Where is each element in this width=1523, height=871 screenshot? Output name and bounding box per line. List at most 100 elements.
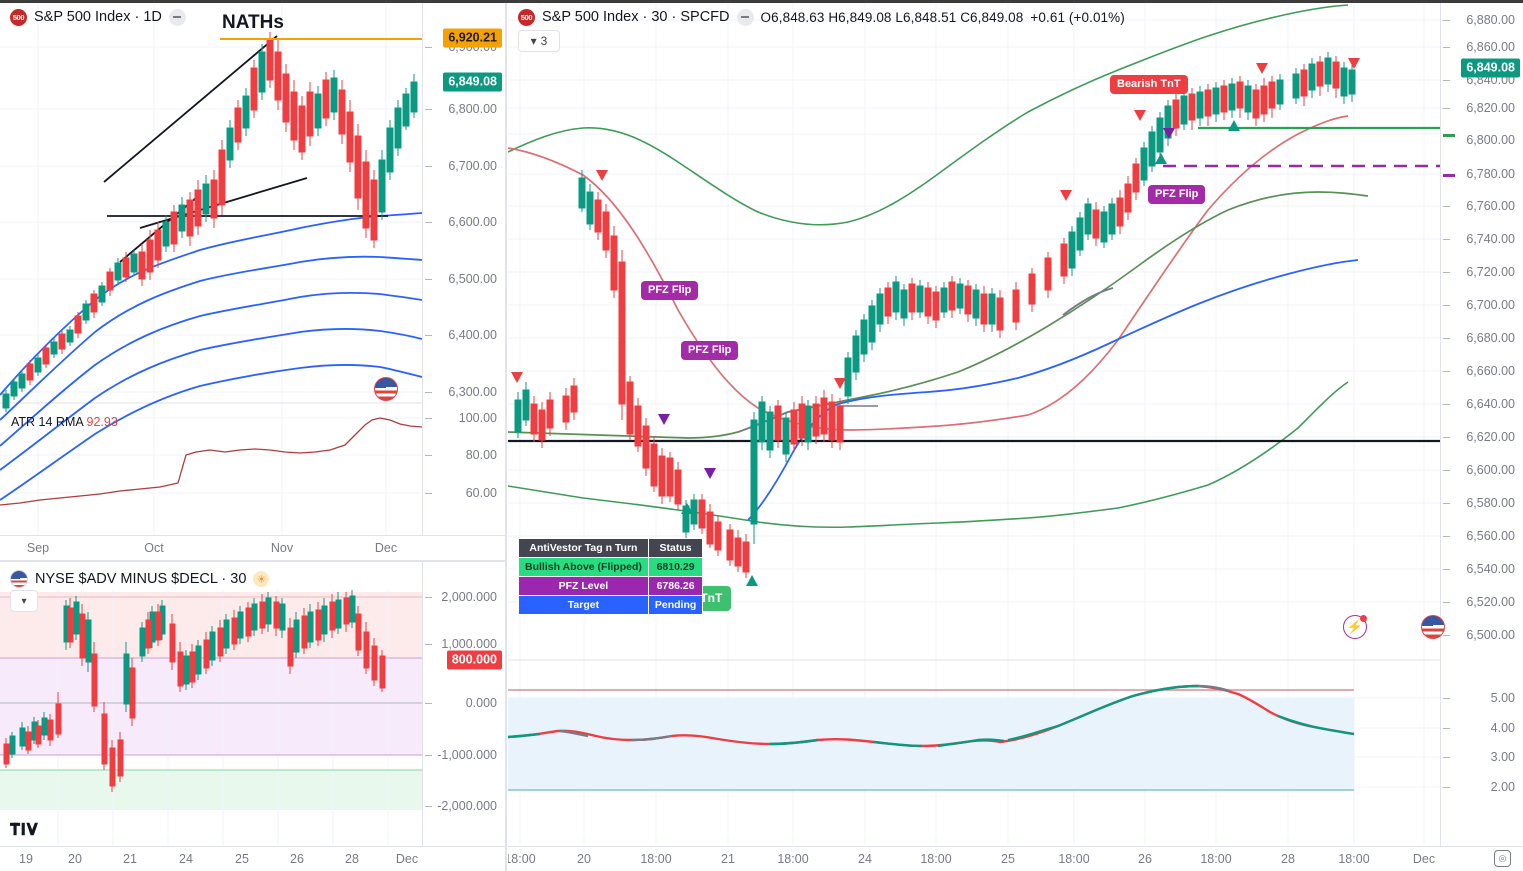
right-last-price-tag[interactable]: 6,849.08 bbox=[1461, 58, 1520, 78]
x-tick: 25 bbox=[235, 852, 249, 866]
y-tick-sub: 80.00 bbox=[465, 448, 497, 462]
left-price-axis[interactable]: 6,900.00 6,800.00 6,700.00 6,600.00 6,50… bbox=[422, 0, 505, 560]
y-tick: 6,580.00 bbox=[1466, 496, 1515, 510]
x-tick: 26 bbox=[290, 852, 304, 866]
alerts-icon[interactable]: ⚡ bbox=[1343, 615, 1367, 639]
nath-level-tag[interactable]: 6,920.21 bbox=[443, 28, 502, 48]
y-tick: 6,600.00 bbox=[1466, 463, 1515, 477]
right-chart-title[interactable]: S&P 500 Index · 30 · SPCFD bbox=[542, 9, 730, 25]
breadth-chart-header[interactable]: NYSE $ADV MINUS $DECL · 30 ☀ bbox=[0, 566, 270, 592]
y-tick: 6,800.00 bbox=[448, 102, 497, 116]
status-table-title: AntiVestor Tag n Turn bbox=[518, 538, 649, 558]
breadth-interval-chevron[interactable]: ▾ bbox=[10, 590, 38, 612]
right-interval-selector[interactable]: ▾ 3 bbox=[518, 30, 560, 52]
y-tick: 6,620.00 bbox=[1466, 430, 1515, 444]
go-to-realtime-icon[interactable]: ◎ bbox=[1494, 850, 1511, 867]
row-label-target: Target bbox=[518, 595, 649, 615]
x-tick: 18:00 bbox=[640, 852, 672, 866]
left-time-axis[interactable]: Sep Oct Nov Dec bbox=[0, 535, 505, 560]
y-tick: 6,660.00 bbox=[1466, 364, 1515, 378]
left-chart-title[interactable]: S&P 500 Index · 1D bbox=[34, 9, 162, 25]
tradingview-logo[interactable] bbox=[10, 819, 38, 839]
y-tick: 6,880.00 bbox=[1466, 13, 1515, 27]
badge-pfz-flip-3[interactable]: PFZ Flip bbox=[1148, 185, 1206, 204]
x-tick: 28 bbox=[345, 852, 359, 866]
x-tick: 20 bbox=[68, 852, 82, 866]
x-tick: 18:00 bbox=[508, 852, 536, 866]
sp500-logo-icon: 500 bbox=[518, 8, 535, 26]
price-change: +0.61 (+0.01%) bbox=[1030, 9, 1125, 25]
collapse-icon[interactable] bbox=[736, 8, 754, 26]
y-tick-sub: 100.00 bbox=[458, 411, 497, 425]
x-tick: 21 bbox=[721, 852, 735, 866]
middle-zone-band bbox=[0, 658, 422, 755]
right-chart-header[interactable]: 500 S&P 500 Index · 30 · SPCFD O6,848.63… bbox=[508, 4, 1125, 30]
interval-value: 3 bbox=[540, 34, 548, 48]
x-tick: 21 bbox=[123, 852, 137, 866]
us-flag-icon[interactable] bbox=[1421, 615, 1445, 639]
x-tick: Dec bbox=[1412, 852, 1436, 866]
breadth-time-axis[interactable]: 19 20 21 24 25 26 28 Dec bbox=[0, 846, 505, 871]
y-tick: 6,680.00 bbox=[1466, 331, 1515, 345]
y-tick: 6,540.00 bbox=[1466, 562, 1515, 576]
y-tick: 6,400.00 bbox=[448, 328, 497, 342]
left-chart-header[interactable]: 500 S&P 500 Index · 1D bbox=[0, 4, 186, 30]
y-tick: 6,500.00 bbox=[448, 272, 497, 286]
x-tick: 18:00 bbox=[777, 852, 809, 866]
y-tick: 6,600.00 bbox=[448, 215, 497, 229]
table-row: PFZ Level 6786.26 bbox=[518, 576, 704, 596]
row-value-target: Pending bbox=[647, 595, 704, 615]
y-tick: 6,760.00 bbox=[1466, 199, 1515, 213]
badge-bearish-tnt[interactable]: Bearish TnT bbox=[1110, 75, 1188, 94]
y-tick: -2,000.000 bbox=[437, 799, 497, 813]
sun-icon: ☀ bbox=[253, 571, 270, 587]
vertical-splitter[interactable] bbox=[505, 0, 507, 871]
y-tick: 6,740.00 bbox=[1466, 232, 1515, 246]
x-tick: 26 bbox=[1138, 852, 1152, 866]
breadth-value-axis[interactable]: 2,000.000 1,000.000 0.000 -1,000.000 -2,… bbox=[422, 562, 505, 871]
y-tick: 6,300.00 bbox=[448, 385, 497, 399]
left-horizontal-splitter[interactable] bbox=[0, 560, 505, 562]
x-tick: 18:00 bbox=[1058, 852, 1090, 866]
y-tick: -1,000.000 bbox=[437, 748, 497, 762]
table-row: Target Pending bbox=[518, 595, 704, 615]
right-time-axis[interactable]: 18:00 20 18:00 21 18:00 24 18:00 25 18:0… bbox=[508, 846, 1523, 871]
table-header-row: AntiVestor Tag n Turn Status bbox=[518, 538, 704, 558]
row-label-bullish-above: Bullish Above (Flipped) bbox=[518, 557, 649, 577]
breadth-last-value-tag[interactable]: 800.000 bbox=[446, 650, 502, 670]
last-price-tag[interactable]: 6,849.08 bbox=[443, 72, 502, 92]
x-tick: 20 bbox=[577, 852, 591, 866]
ohlc-values: O6,848.63 H6,849.08 L6,848.51 C6,849.08 bbox=[760, 9, 1024, 25]
y-tick: 6,720.00 bbox=[1466, 265, 1515, 279]
antivestor-status-table[interactable]: AntiVestor Tag n Turn Status Bullish Abo… bbox=[518, 538, 704, 615]
lower-zone-band bbox=[0, 770, 422, 810]
badge-pfz-flip-2[interactable]: PFZ Flip bbox=[681, 341, 739, 360]
y-tick-sub: 2.00 bbox=[1490, 780, 1515, 794]
right-price-axis[interactable]: 6,880.00 6,860.00 6,840.00 6,820.00 6,80… bbox=[1440, 0, 1523, 871]
table-row: Bullish Above (Flipped) 6810.29 bbox=[518, 557, 704, 577]
chevron-down-icon: ▾ bbox=[21, 595, 27, 607]
y-tick: 6,860.00 bbox=[1466, 40, 1515, 54]
x-tick: Nov bbox=[270, 541, 294, 555]
row-value-pfz-level: 6786.26 bbox=[647, 576, 704, 596]
row-value-bullish-above: 6810.29 bbox=[647, 557, 704, 577]
x-tick: Dec bbox=[374, 541, 398, 555]
atr-indicator-legend[interactable]: ATR 14 RMA 92.93 bbox=[11, 415, 118, 429]
atr-value: 92.93 bbox=[86, 415, 118, 429]
badge-pfz-flip-1[interactable]: PFZ Flip bbox=[641, 281, 699, 300]
y-tick: 6,640.00 bbox=[1466, 397, 1515, 411]
y-tick: 6,500.00 bbox=[1466, 628, 1515, 642]
status-column-header: Status bbox=[647, 538, 704, 558]
left-daily-chart-pane: NATHs ATR 14 RMA 92.93 500 S&P 500 Index… bbox=[0, 0, 505, 560]
collapse-icon[interactable] bbox=[168, 8, 186, 26]
x-tick: 24 bbox=[179, 852, 193, 866]
us-flag-icon[interactable] bbox=[374, 377, 398, 401]
right-intraday-chart-pane: 500 S&P 500 Index · 30 · SPCFD O6,848.63… bbox=[508, 0, 1523, 871]
x-tick: Sep bbox=[26, 541, 50, 555]
y-tick: 6,560.00 bbox=[1466, 529, 1515, 543]
breadth-chart-title[interactable]: NYSE $ADV MINUS $DECL · 30 bbox=[35, 571, 247, 587]
y-tick: 6,800.00 bbox=[1466, 133, 1515, 147]
y-tick-sub: 5.00 bbox=[1490, 691, 1515, 705]
nath-overlay-label: NATHs bbox=[222, 12, 284, 33]
